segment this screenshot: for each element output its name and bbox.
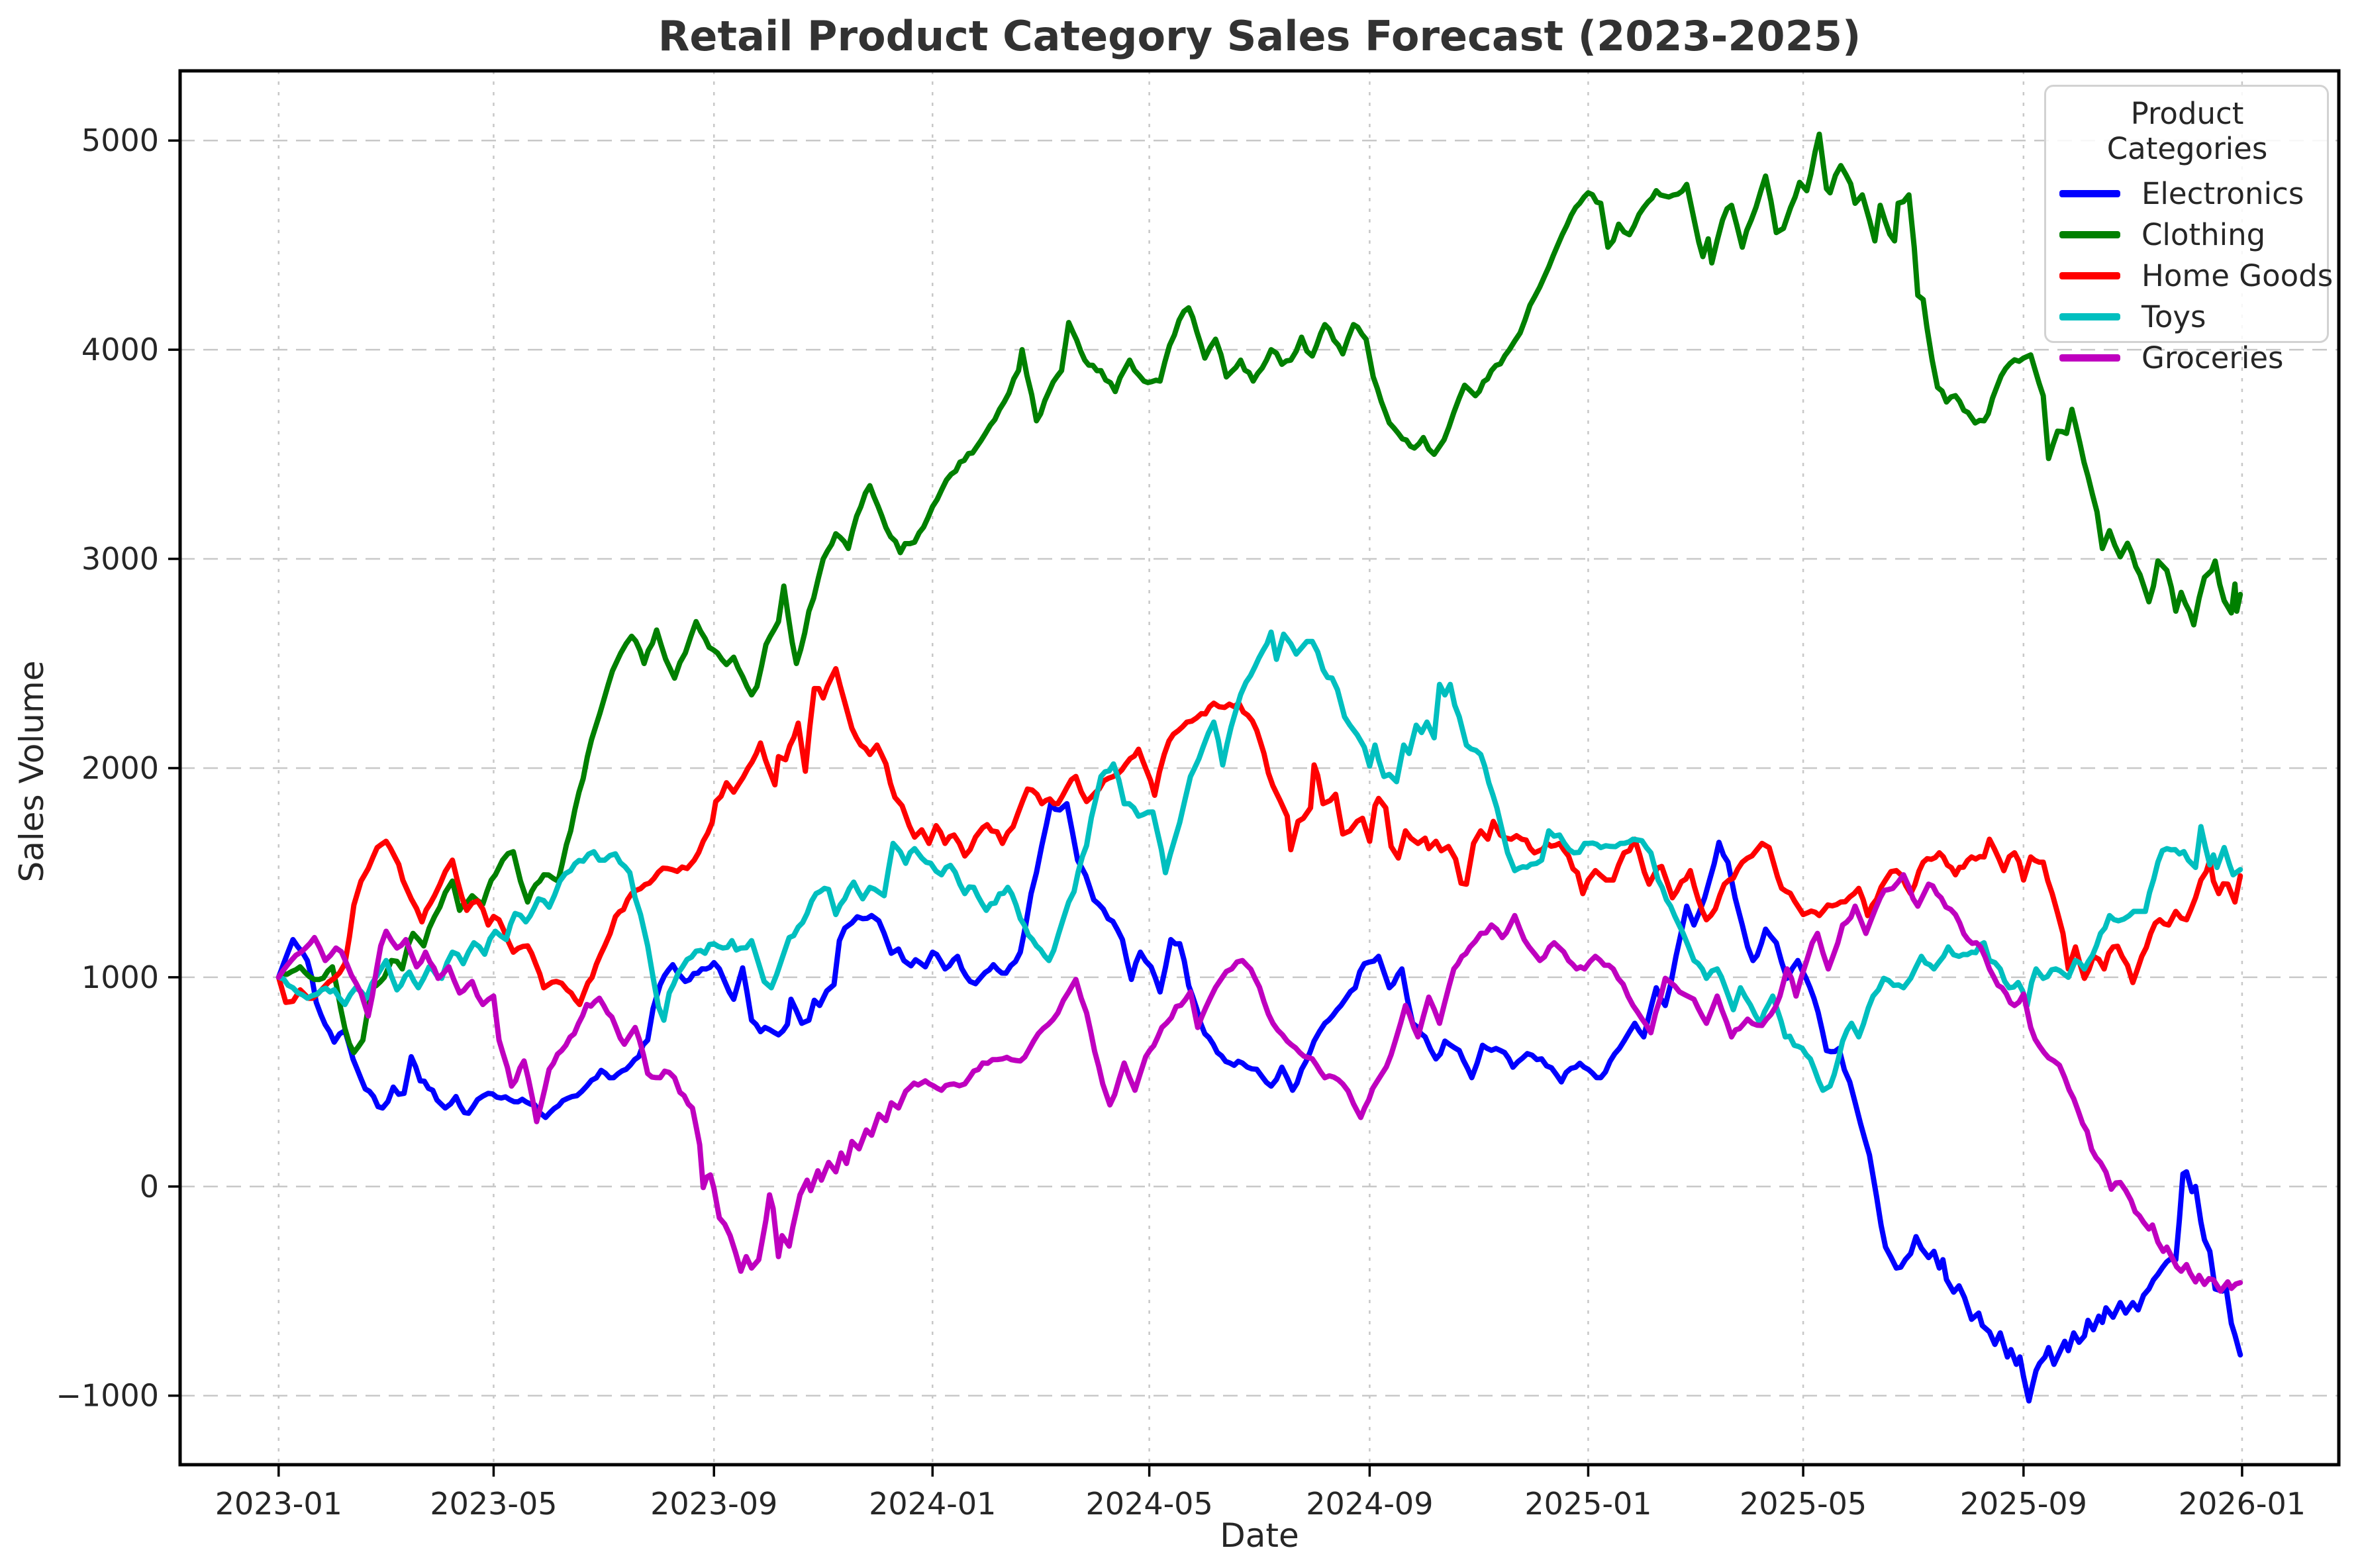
x-tick-label: 2026-01 [2179,1486,2306,1522]
y-tick-label: 4000 [81,332,159,368]
legend-label: Home Goods [2141,258,2334,293]
legend-item-groceries: Groceries [2059,337,2315,378]
legend-swatch-icon [2059,271,2120,279]
legend-item-home-goods: Home Goods [2059,255,2333,296]
series-line-groceries [275,872,2243,1294]
legend-title: Product Categories [2106,96,2268,166]
series-line-clothing [275,131,2243,1055]
series-lines [275,131,2243,1404]
series-line-toys [275,629,2243,1093]
y-axis-label: Sales Volume [13,660,51,883]
legend-item-toys: Toys [2059,296,2315,337]
legend-item-electronics: Electronics [2059,173,2315,214]
legend-box: Product Categories Electronics Clothing Ho… [2044,85,2333,375]
x-tick-label: 2023-01 [215,1486,342,1522]
x-axis-label: Date [1220,1516,1299,1555]
legend-items: Electronics Clothing Home Goods Toys Groceri… [2059,173,2333,378]
x-tick-label: 2024-09 [1306,1486,1433,1522]
x-tick-label: 2023-09 [650,1486,777,1522]
x-tick-label: 2023-05 [430,1486,557,1522]
legend-label: Toys [2141,299,2206,334]
y-tick-label: 2000 [81,750,159,786]
y-tick-label: 0 [140,1169,159,1204]
y-tick-label: −1000 [56,1378,159,1414]
legend-swatch-icon [2059,189,2120,197]
legend-label: Groceries [2141,340,2284,375]
legend-swatch-icon [2059,313,2120,320]
x-tick-label: 2025-01 [1524,1486,1651,1522]
legend-label: Clothing [2141,217,2266,252]
y-tick-label: 5000 [81,122,159,158]
series-line-electronics [275,801,2243,1404]
legend-item-clothing: Clothing [2059,214,2315,255]
y-tick-label: 1000 [81,959,159,995]
axis-ticks: 2023-01 2023-05 2023-09 2024-01 2024-05 2024-… [56,122,2306,1522]
x-tick-label: 2024-01 [869,1486,996,1522]
gridlines [180,71,2339,1465]
legend-label: Electronics [2141,175,2304,211]
chart-title: Retail Product Category Sales Forecast (… [658,12,1861,60]
x-tick-label: 2024-05 [1086,1486,1213,1522]
x-tick-label: 2025-09 [1960,1486,2087,1522]
y-tick-label: 3000 [81,541,159,577]
legend-swatch-icon [2059,230,2120,238]
x-tick-label: 2025-05 [1740,1486,1867,1522]
legend-swatch-icon [2059,354,2120,362]
